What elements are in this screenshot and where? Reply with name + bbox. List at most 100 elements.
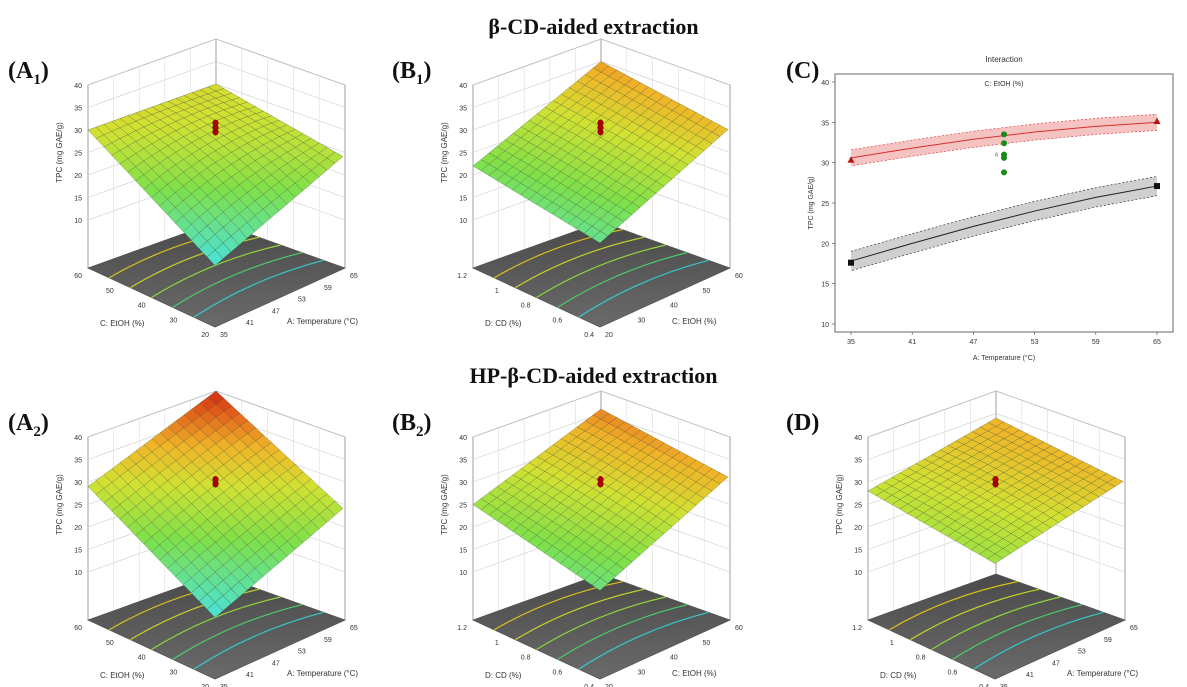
surface-cell bbox=[1050, 512, 1068, 523]
z-tick-label: 40 bbox=[74, 83, 82, 90]
x-tick-label: 50 bbox=[703, 288, 711, 295]
surface-cell bbox=[1066, 502, 1084, 513]
y-tick-label: 1.2 bbox=[457, 625, 467, 632]
surface-cell bbox=[278, 189, 296, 205]
x-tick-label: 41 bbox=[246, 320, 254, 327]
surface-cell bbox=[318, 157, 336, 171]
surface-cell bbox=[302, 520, 320, 537]
surface-cell bbox=[986, 553, 1004, 564]
wall-gridline bbox=[472, 390, 731, 438]
x-tick-label: 53 bbox=[298, 649, 306, 656]
x-tick-label: 47 bbox=[272, 308, 280, 315]
surface-plot-a1: 10 15 20 25 30 35 40 20 30 40 50 60 35 41 47 53 59 65 C: E… bbox=[55, 38, 358, 339]
y-tick-label: 0.8 bbox=[916, 655, 926, 662]
panel-label-b1: (B1) bbox=[392, 58, 432, 88]
band-upper bbox=[850, 113, 1158, 151]
y-tick-label: 40 bbox=[138, 303, 146, 310]
x-tick-label: 20 bbox=[605, 332, 613, 339]
z-tick-label: 35 bbox=[854, 458, 862, 465]
x-tick-label: 41 bbox=[908, 339, 916, 346]
bottom-heading: HP-β-CD-aided extraction bbox=[0, 363, 1187, 389]
x-tick-label: 53 bbox=[1078, 649, 1086, 656]
surface-cell bbox=[1058, 507, 1076, 518]
band-upper bbox=[850, 176, 1158, 252]
surface-cell bbox=[1026, 527, 1044, 539]
y-axis-label: D: CD (%) bbox=[880, 671, 917, 680]
x-tick-label: 35 bbox=[220, 684, 228, 687]
panel-label-d: (D) bbox=[786, 410, 820, 436]
design-point bbox=[992, 476, 999, 483]
plot-title: Interaction bbox=[985, 55, 1022, 64]
floor-contour bbox=[973, 611, 1104, 670]
floor-contour bbox=[151, 244, 281, 299]
y-tick-label: 50 bbox=[106, 640, 114, 647]
floor-contour bbox=[536, 244, 666, 299]
z-tick-label: 15 bbox=[74, 548, 82, 555]
z-tick-label: 30 bbox=[459, 480, 467, 487]
surface-cell bbox=[1082, 492, 1100, 503]
y-tick-label: 1.2 bbox=[457, 273, 467, 280]
x-tick-label: 65 bbox=[1130, 625, 1138, 632]
z-tick-label: 35 bbox=[459, 458, 467, 465]
x-tick-label: 53 bbox=[298, 297, 306, 304]
floor-contour bbox=[910, 588, 1040, 641]
response-surface bbox=[472, 408, 729, 591]
z-tick-label: 25 bbox=[459, 151, 467, 158]
y-axis-label: D: CD (%) bbox=[485, 671, 522, 680]
x-tick-label: 59 bbox=[324, 285, 332, 292]
y-tick-label: 0.6 bbox=[948, 669, 958, 676]
z-tick-label: 10 bbox=[459, 218, 467, 225]
z-tick-label: 30 bbox=[74, 480, 82, 487]
series-line bbox=[850, 185, 1158, 262]
wall-gridline bbox=[87, 38, 346, 86]
z-tick-label: 15 bbox=[74, 196, 82, 203]
y-tick-label: 35 bbox=[821, 120, 829, 127]
confidence-band bbox=[851, 114, 1157, 166]
x-axis-label: A: Temperature (°C) bbox=[973, 354, 1035, 362]
surface-cell bbox=[1106, 477, 1124, 487]
z-tick-label: 30 bbox=[459, 128, 467, 135]
surface-cell bbox=[591, 577, 609, 591]
response-surface bbox=[867, 417, 1124, 564]
bottom-heading-text: HP-β-CD-aided extraction bbox=[469, 363, 718, 388]
center-point bbox=[1001, 169, 1007, 176]
y-tick-label: 15 bbox=[821, 282, 829, 289]
top-heading-text: β-CD-aided extraction bbox=[488, 14, 699, 39]
design-point bbox=[597, 119, 604, 127]
floor-contour bbox=[172, 604, 303, 660]
y-tick-label: 1 bbox=[890, 640, 894, 647]
wall-gridline bbox=[472, 38, 731, 86]
surface-cell bbox=[214, 242, 232, 260]
x-tick-label: 30 bbox=[638, 669, 646, 676]
center-point-count: 6 bbox=[995, 153, 998, 159]
z-tick-label: 40 bbox=[459, 83, 467, 90]
y-tick-label: 20 bbox=[201, 684, 209, 687]
x-tick-label: 50 bbox=[703, 640, 711, 647]
x-tick-label: 41 bbox=[246, 672, 254, 679]
surface-plot-a2: 10 15 20 25 30 35 40 20 30 40 50 60 35 41 47 53 59 65 C: E… bbox=[55, 390, 358, 687]
y-tick-label: 60 bbox=[74, 273, 82, 280]
floor-contour bbox=[172, 252, 303, 308]
surface-plot-d: 10 15 20 25 30 35 40 0.4 0.6 0.8 1 1.2 35 41 47 53 59 65 D… bbox=[835, 390, 1138, 687]
z-tick-label: 20 bbox=[459, 525, 467, 532]
wall-gridline bbox=[867, 413, 1126, 460]
z-tick-label: 10 bbox=[459, 570, 467, 577]
y-tick-label: 0.6 bbox=[553, 669, 563, 676]
plot-subtitle: C: EtOH (%) bbox=[985, 81, 1024, 88]
design-point bbox=[212, 119, 219, 127]
floor-plane bbox=[471, 573, 732, 680]
y-tick-label: 40 bbox=[138, 655, 146, 662]
z-tick-label: 30 bbox=[74, 128, 82, 135]
surface-cell bbox=[206, 602, 224, 618]
z-tick-label: 25 bbox=[74, 151, 82, 158]
design-point bbox=[212, 476, 219, 483]
y-tick-label: 25 bbox=[821, 201, 829, 208]
x-tick-label: 47 bbox=[970, 339, 978, 346]
panel-label-a2: (A2) bbox=[8, 410, 49, 440]
floor-contour bbox=[952, 604, 1083, 660]
y-tick-label: 30 bbox=[169, 669, 177, 676]
y-tick-label: 0.6 bbox=[553, 317, 563, 324]
y-tick-label: 0.4 bbox=[584, 332, 594, 339]
surface-cell bbox=[1098, 482, 1116, 493]
floor-contour bbox=[151, 596, 281, 651]
